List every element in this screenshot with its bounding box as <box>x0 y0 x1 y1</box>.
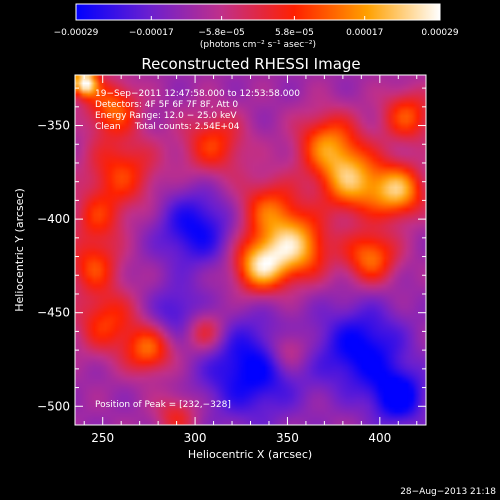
x-axis-label: Heliocentric X (arcsec) <box>188 448 312 461</box>
heatmap-image <box>75 75 426 425</box>
colorbar-unit-label: (photons cm⁻² s⁻¹ asec⁻²) <box>200 40 316 50</box>
y-tick-label: −450 <box>37 306 70 320</box>
x-tick-label: 400 <box>368 431 391 445</box>
y-axis-label: Heliocentric Y (arcsec) <box>13 188 26 312</box>
colorbar-tick-label: 5.8e−05 <box>275 28 314 38</box>
x-tick-label: 300 <box>184 431 207 445</box>
colorbar-tick-label: −0.00017 <box>129 28 174 38</box>
peak-position-label: Position of Peak = [232,−328] <box>95 400 231 410</box>
y-tick-label: −350 <box>37 119 70 133</box>
annotation-detectors: Detectors: 4F 5F 6F 7F 8F, Att 0 <box>95 100 238 110</box>
annotation-block: 19−Sep−2011 12:47:58.000 to 12:53:58.000… <box>95 89 300 132</box>
colorbar-ticks: −0.00029 −0.00017 −5.8e−05 5.8e−05 0.00017 0.… <box>54 16 459 38</box>
annotation-energy-range: Energy Range: 12.0 − 25.0 keV <box>95 111 237 121</box>
annotation-total-counts: Clean Total counts: 2.54E+04 <box>95 122 240 132</box>
axis-ticks: 250 300 350 400 −500 −450 −400 −350 <box>37 75 426 445</box>
heatmap-raster <box>75 75 426 425</box>
colorbar-tick-label: −5.8e−05 <box>198 28 244 38</box>
y-tick-label: −500 <box>37 399 70 413</box>
chart-title: Reconstructed RHESSI Image <box>141 55 360 73</box>
colorbar-tick-label: −0.00029 <box>54 28 99 38</box>
colorbar-tick-label: 0.00029 <box>421 28 458 38</box>
x-tick-label: 250 <box>91 431 114 445</box>
colorbar <box>75 3 441 21</box>
x-tick-label: 350 <box>276 431 299 445</box>
colorbar-tick-label: 0.00017 <box>346 28 383 38</box>
annotation-time-range: 19−Sep−2011 12:47:58.000 to 12:53:58.000 <box>95 89 300 99</box>
footer-timestamp: 28−Aug−2013 21:18 <box>400 487 496 497</box>
y-tick-label: −400 <box>37 212 70 226</box>
